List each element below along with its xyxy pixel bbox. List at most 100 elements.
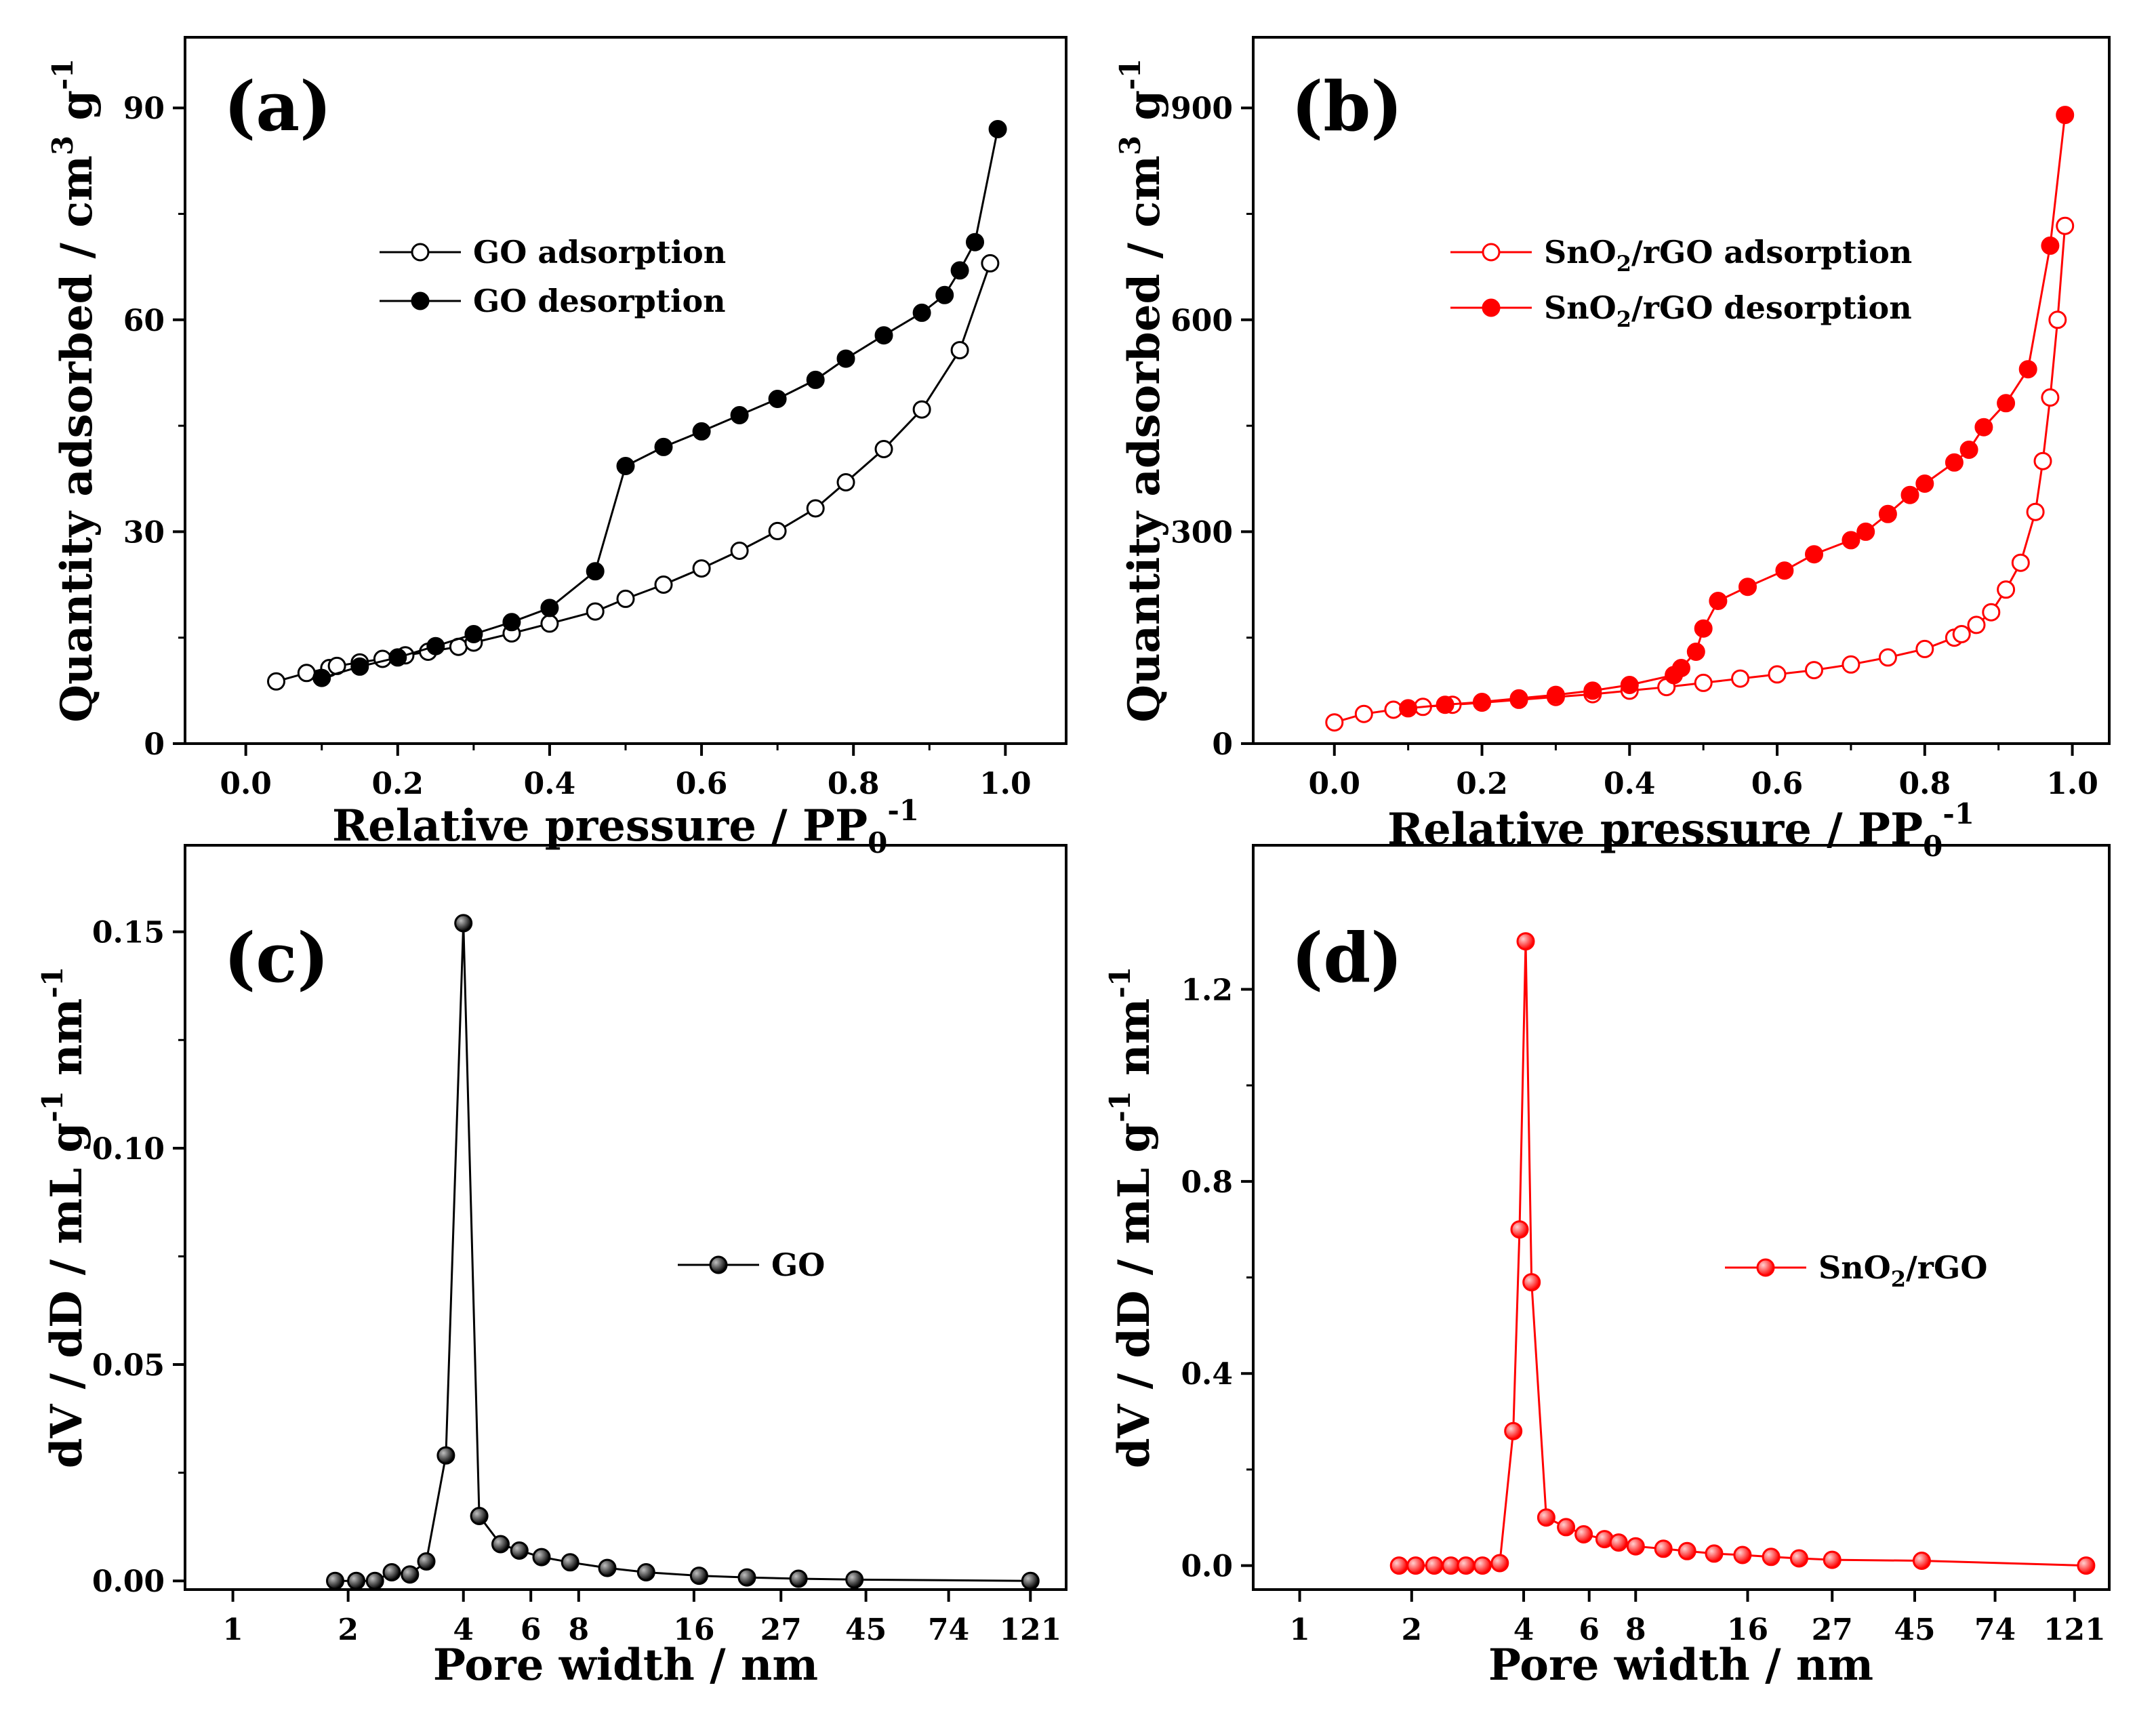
- legend-label: GO desorption: [473, 283, 726, 319]
- x-tick-label: 121: [2043, 1613, 2106, 1647]
- data-point: [789, 1569, 808, 1588]
- data-point: [2056, 216, 2075, 235]
- legend-marker: [1756, 1258, 1775, 1277]
- data-point: [874, 440, 893, 458]
- x-tick-label: 0.2: [1456, 767, 1508, 801]
- data-point: [267, 672, 285, 691]
- y-tick-label: 0.10: [92, 1132, 165, 1167]
- data-point: [768, 521, 787, 540]
- data-point: [1557, 1518, 1576, 1537]
- data-point: [2011, 553, 2030, 572]
- data-point: [347, 1571, 366, 1590]
- data-point: [1436, 695, 1455, 714]
- legend-label: SnO2/rGO adsorption: [1544, 234, 1912, 277]
- data-point: [1768, 665, 1787, 684]
- data-point: [1574, 1525, 1593, 1543]
- data-point: [636, 1563, 655, 1581]
- y-tick-label: 300: [1171, 515, 1233, 550]
- panel-label: (a): [224, 66, 331, 146]
- data-point: [417, 1552, 436, 1571]
- data-point: [874, 326, 893, 345]
- series-line: [1408, 115, 2067, 710]
- data-point: [966, 233, 984, 251]
- x-tick-label: 0.2: [372, 767, 424, 801]
- y-axis-label-text: Quantity adsorbed / cm: [1119, 155, 1170, 723]
- data-point: [654, 437, 673, 456]
- data-point: [1705, 1544, 1724, 1563]
- data-point: [502, 613, 521, 632]
- data-point: [350, 657, 369, 676]
- data-point: [1665, 666, 1684, 685]
- panel-label: (d): [1291, 918, 1403, 998]
- data-point: [654, 575, 673, 594]
- data-point: [836, 349, 855, 368]
- x-tick-label: 2: [1401, 1613, 1422, 1647]
- data-point: [1677, 1541, 1696, 1560]
- legend-marker: [1482, 243, 1501, 262]
- data-point: [1406, 1556, 1425, 1575]
- y-tick-label: 0.8: [1181, 1165, 1233, 1200]
- data-point: [692, 559, 711, 578]
- data-point: [1522, 1273, 1541, 1292]
- data-point: [1856, 522, 1875, 541]
- legend-label-text: /rGO: [1906, 1249, 1987, 1286]
- data-point: [470, 1507, 489, 1525]
- panel-b: 0.0 0.2 0.4 0.6 0.8 1.0 0 300 600 900 (b) Relative …: [1114, 36, 2111, 863]
- data-point: [436, 1446, 455, 1465]
- series-line: [321, 129, 999, 679]
- x-tick-label: 0.4: [1604, 767, 1656, 801]
- data-point: [1967, 615, 1986, 634]
- data-point: [1686, 643, 1705, 661]
- data-point: [598, 1558, 617, 1577]
- data-point: [950, 341, 969, 360]
- legend-marker: [411, 243, 430, 262]
- data-point: [768, 390, 787, 408]
- legend-label: GO adsorption: [473, 234, 726, 270]
- legend-label-text: /rGO desorption: [1631, 289, 1912, 326]
- y-axis-label-text: dV / dD / mL g: [1109, 1123, 1160, 1468]
- data-point: [1516, 932, 1535, 951]
- x-tick-label: 1.0: [2046, 767, 2098, 801]
- data-point: [1805, 545, 1823, 564]
- data-point: [510, 1541, 529, 1560]
- data-point: [1609, 1533, 1628, 1552]
- data-point: [730, 542, 749, 560]
- data-point: [806, 370, 825, 389]
- plot-frame: [1252, 844, 2111, 1591]
- data-point: [845, 1570, 864, 1589]
- data-point: [540, 599, 559, 618]
- y-axis-label: Quantity adsorbed / cm3 g-1: [46, 58, 102, 723]
- data-point: [1982, 603, 2001, 622]
- x-axis-label-text: Pore width / nm: [1488, 1640, 1873, 1691]
- y-axis-label: dV / dD / mL g-1 nm-1: [1103, 967, 1160, 1468]
- data-point: [1997, 580, 2016, 599]
- data-point: [1583, 681, 1602, 700]
- data-point: [365, 1571, 384, 1590]
- x-axis-label: Relative pressure / PP0-1: [1387, 797, 1974, 863]
- data-point: [586, 602, 605, 621]
- data-point: [326, 1571, 344, 1590]
- data-point: [1915, 639, 1934, 658]
- legend-label: GO: [771, 1247, 825, 1283]
- data-point: [1509, 689, 1528, 708]
- data-point: [1473, 1556, 1492, 1575]
- y-tick-label: 1.2: [1181, 973, 1233, 1008]
- data-point: [616, 457, 635, 475]
- y-tick-label: 90: [123, 92, 165, 126]
- data-point: [2041, 236, 2060, 255]
- data-point: [1473, 693, 1491, 711]
- x-tick-label: 8: [1625, 1613, 1646, 1647]
- x-tick-label: 4: [1513, 1613, 1534, 1647]
- data-point: [1654, 1539, 1673, 1558]
- data-point: [1945, 453, 1964, 472]
- y-tick-label: 0.4: [1181, 1357, 1233, 1392]
- legend-label-text: SnO: [1544, 234, 1616, 270]
- data-point: [1021, 1571, 1040, 1590]
- data-point: [1997, 394, 2016, 413]
- y-axis-label-text: dV / dD / mL g: [41, 1123, 92, 1468]
- data-point: [401, 1565, 420, 1584]
- y-tick-label: 0.15: [92, 916, 165, 950]
- data-point: [1805, 661, 1823, 680]
- plot-frame: [1252, 36, 2111, 745]
